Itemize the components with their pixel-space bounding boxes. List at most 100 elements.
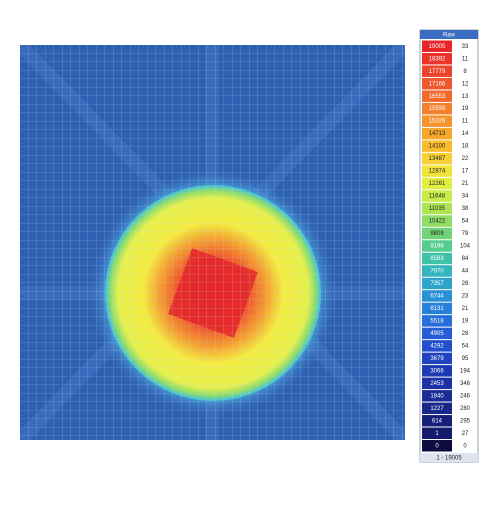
legend-value: 12261	[429, 181, 446, 187]
legend-value: 1	[435, 431, 439, 437]
legend-count: 346	[460, 381, 471, 387]
legend-value: 7970	[430, 269, 444, 275]
legend-swatch	[422, 102, 452, 115]
legend-value: 0	[435, 443, 439, 449]
legend-count: 21	[462, 181, 469, 187]
legend-value: 3679	[430, 356, 444, 362]
legend-swatch	[422, 290, 452, 302]
legend-swatch	[422, 265, 452, 277]
legend-swatch	[422, 340, 452, 352]
legend-count: 84	[462, 256, 469, 262]
legend-count: 23	[462, 294, 469, 300]
legend-count: 11	[462, 119, 469, 125]
legend-value: 9196	[430, 244, 444, 250]
legend-count: 280	[460, 406, 471, 412]
legend-swatch	[422, 127, 452, 140]
legend-count: 12	[462, 81, 469, 87]
legend-swatch	[422, 177, 452, 190]
legend-count: 14	[462, 131, 469, 137]
legend-count: 44	[462, 269, 469, 275]
legend-swatch	[422, 277, 452, 290]
legend-swatch	[422, 40, 452, 52]
legend-count: 194	[460, 368, 471, 374]
legend-count: 28	[462, 281, 469, 287]
legend-swatch	[422, 377, 452, 390]
legend-swatch	[422, 327, 452, 340]
legend-count: 19	[462, 106, 469, 112]
legend-value: 17166	[429, 81, 446, 87]
legend-swatch	[422, 65, 452, 77]
legend-value: 10422	[429, 219, 446, 225]
legend-value: 6131	[430, 306, 444, 312]
legend-swatch	[422, 215, 452, 227]
legend-swatch	[422, 165, 452, 177]
legend-count: 11	[462, 56, 469, 62]
legend-count: 17	[462, 169, 469, 175]
legend-count: 295	[460, 418, 471, 424]
legend-value: 14100	[429, 144, 446, 150]
legend-value: 1840	[430, 393, 444, 399]
legend-header: Raw	[443, 33, 456, 39]
legend-count: 79	[462, 231, 469, 237]
legend-count: 13	[462, 94, 469, 100]
legend-count: 22	[462, 156, 469, 162]
legend-swatch	[422, 90, 452, 102]
legend-count: 28	[462, 331, 469, 337]
legend-value: 7357	[430, 281, 444, 287]
heatmap	[20, 45, 405, 440]
legend-swatch	[422, 152, 452, 165]
legend-swatch	[422, 365, 452, 377]
legend-value: 11035	[429, 206, 446, 212]
legend-value: 8583	[430, 256, 444, 262]
legend-count: 18	[462, 144, 469, 150]
legend-value: 1227	[430, 406, 444, 412]
legend-count: 27	[462, 431, 469, 437]
legend-value: 17779	[429, 69, 446, 75]
legend-swatch	[422, 302, 452, 315]
legend-value: 4292	[430, 343, 444, 349]
legend-swatch	[422, 402, 452, 415]
legend-swatch	[422, 315, 452, 327]
legend-swatch	[422, 52, 452, 65]
legend-count: 38	[462, 206, 469, 212]
legend-count: 34	[462, 194, 469, 200]
legend-value: 5518	[430, 318, 444, 324]
legend-value: 19005	[429, 44, 446, 50]
legend-value: 9809	[430, 231, 444, 237]
legend-count: 21	[462, 306, 469, 312]
legend-value: 16553	[429, 94, 446, 100]
legend-count: 54	[462, 219, 469, 225]
legend-value: 18392	[429, 56, 446, 62]
legend-swatch	[422, 252, 452, 265]
legend-count: 95	[462, 356, 469, 362]
legend-count: 19	[462, 318, 469, 324]
legend-count: 54	[462, 343, 469, 349]
legend-swatch	[422, 427, 452, 440]
legend-swatch	[422, 140, 452, 152]
legend-count: 104	[460, 244, 471, 250]
legend-footer: 1 - 19005	[436, 456, 462, 462]
legend-swatch	[422, 227, 452, 240]
legend-value: 4905	[430, 331, 444, 337]
legend-count: 0	[463, 443, 467, 449]
legend-swatch	[422, 440, 452, 452]
legend-swatch	[422, 415, 452, 427]
legend-value: 6744	[430, 294, 444, 300]
legend-value: 15326	[429, 119, 446, 125]
legend-swatch	[422, 240, 452, 252]
legend-swatch	[422, 390, 452, 402]
legend-value: 13487	[429, 156, 446, 162]
legend-count: 246	[460, 393, 471, 399]
legend-value: 3066	[430, 368, 444, 374]
legend-swatch	[422, 202, 452, 215]
legend-value: 15939	[429, 106, 446, 112]
legend-count: 8	[463, 69, 467, 75]
legend-swatch	[422, 77, 452, 90]
legend-value: 12874	[429, 169, 446, 175]
legend-swatch	[422, 115, 452, 127]
legend-swatch	[422, 190, 452, 202]
legend-value: 614	[432, 418, 443, 424]
legend-value: 2453	[430, 381, 444, 387]
legend-value: 14713	[429, 131, 446, 137]
